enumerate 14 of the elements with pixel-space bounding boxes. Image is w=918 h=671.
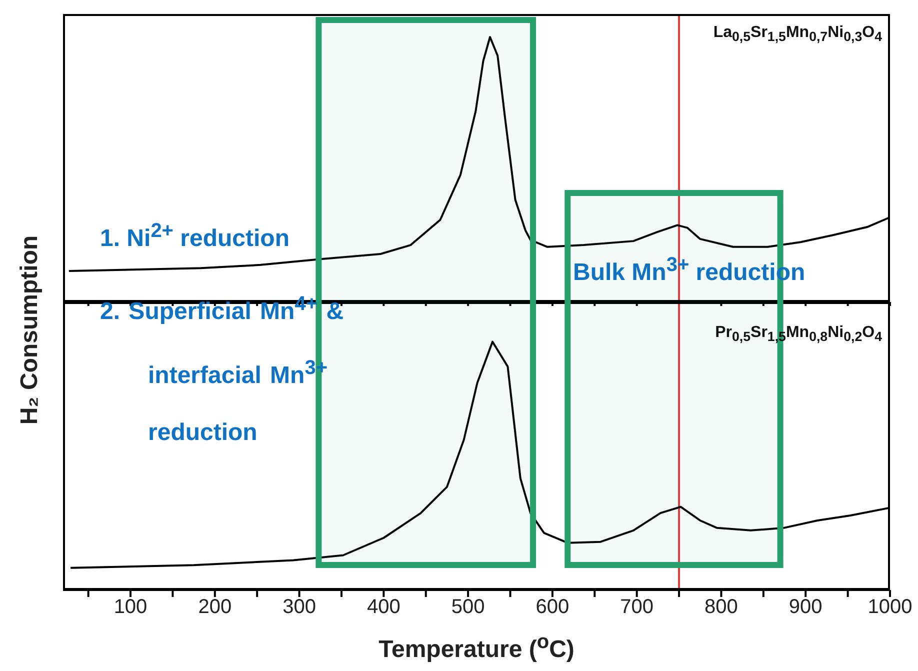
y-axis-title: H₂ Consumption [16,235,44,425]
x-tick-label: 600 [536,596,570,618]
x-tick-label: 700 [620,596,654,618]
x-tick-label: 500 [451,596,485,618]
x-tick-label: 200 [198,596,232,618]
x-tick-label: 900 [788,596,822,618]
x-tick-label: 300 [282,596,316,618]
x-tick-label: 400 [366,596,400,618]
x-tick-label: 1000 [868,596,912,618]
x-tick-label: 100 [114,596,148,618]
x-tick-label: 800 [704,596,738,618]
text: La$_{0,5}$Sr$_{1,5}$Mn$_{0,7}$Ni$_{0,3}$O$_{4}$ [713,24,882,44]
x-axis-title: Temperature ($^{o}$C) [378,631,576,664]
annotation: 1. Ni$^{2+}$ reduction [100,220,290,253]
